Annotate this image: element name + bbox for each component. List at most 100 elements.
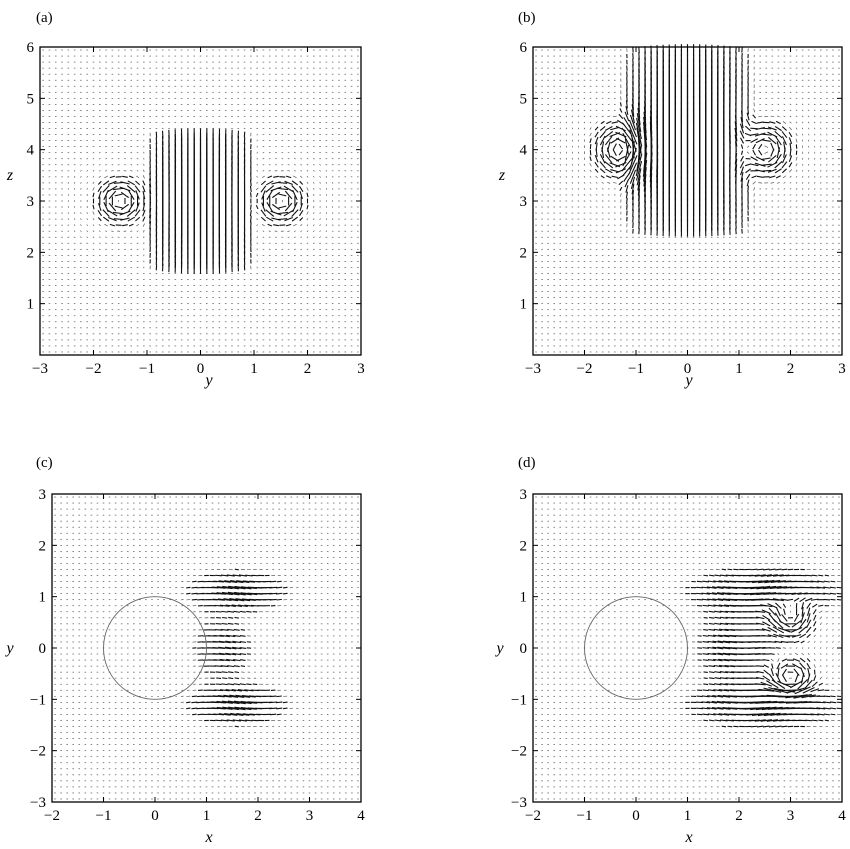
vector-arrow [149,221,152,230]
vector-arrow [739,130,745,139]
y-tick-label: 5 [27,91,35,107]
vector-arrow [262,248,265,250]
vector-arrow [739,161,745,169]
vector-arrow [801,188,804,190]
vector-arrow [255,192,259,198]
vector-arrow [80,224,82,227]
vector-arrow [92,248,95,250]
vector-arrow [135,216,141,222]
vector-arrow [92,181,95,184]
vector-arrow [300,248,303,250]
vector-arrow [783,97,786,99]
vector-arrow [306,187,309,191]
vector-arrow [589,206,592,208]
vector-arrow [758,149,763,156]
vector-arrow [86,236,89,239]
vector-arrow [105,164,107,166]
vector-arrow [619,186,623,191]
vector-arrow [770,142,775,151]
vector-arrow [624,111,630,122]
vector-arrow [262,170,265,172]
vector-arrow [108,190,117,200]
vector-arrow [293,230,296,232]
vector-arrow [795,200,798,202]
vector-arrow [583,121,586,124]
vector-arrow [119,210,131,216]
vector-arrow [589,194,592,196]
vector-arrow [754,162,766,167]
vector-arrow [595,97,598,99]
vector-arrow [628,119,638,138]
vector-arrow [751,175,757,179]
vector-arrow [594,131,599,138]
vector-arrow [98,170,101,172]
vector-arrow [635,122,643,147]
vector-arrow [615,125,626,132]
vector-arrow [142,202,146,212]
vector-arrow [795,103,798,106]
vector-arrow [589,200,592,202]
vector-arrow [319,188,321,190]
vector-arrow [261,202,266,212]
vector-arrow [740,155,744,162]
vector-arrow [761,169,772,172]
vector-arrow [273,224,279,227]
vector-arrow [583,163,586,166]
vector-arrow [73,182,76,184]
panel-label: (b) [518,10,536,26]
vector-arrow [624,144,630,161]
vector-arrow [127,189,135,200]
vector-arrow [740,166,745,176]
vector-arrow [808,133,810,136]
vector-arrow [589,182,592,184]
vector-arrow [313,224,315,226]
vector-arrow [758,115,763,118]
vector-arrow [594,161,599,168]
vector-arrow [265,185,275,193]
vector-arrow [746,151,750,154]
vector-arrow [618,113,624,119]
vector-arrow [741,177,744,188]
vector-arrow [734,134,738,147]
vector-arrow [130,170,133,172]
vector-arrow [595,206,598,208]
vector-arrow [752,149,756,156]
vector-arrow [628,155,638,175]
vector-arrow [577,115,580,118]
vector-arrow [599,126,606,132]
vector-arrow [631,190,635,200]
vector-arrow [589,138,592,144]
vector-arrow [577,103,580,106]
vector-arrow [97,217,102,222]
vector-arrow [583,157,586,160]
vector-arrow [577,175,580,178]
vector-arrow [80,175,82,178]
vector-arrow [291,180,299,186]
vector-arrow [783,141,786,152]
vector-arrow [604,135,613,146]
vector-arrow [783,188,786,190]
vector-arrow [86,224,88,226]
vector-arrow [86,188,88,190]
vector-arrow [615,168,626,174]
vector-arrow [306,230,309,232]
vector-arrow [795,127,798,130]
vector-arrow [595,103,598,106]
vector-arrow [260,185,267,193]
vector-arrow [600,175,605,179]
vector-arrow [583,97,586,100]
vector-arrow [589,143,592,150]
y-axis-label: z [498,167,506,184]
vector-arrow [745,125,752,132]
vector-arrow [583,133,586,136]
vector-arrow [783,206,786,208]
vector-arrow [73,218,76,220]
vector-arrow [801,194,804,196]
vector-arrow [795,163,798,167]
vector-arrow [114,193,123,197]
vector-arrow [636,113,642,132]
vector-arrow [594,136,599,145]
vector-arrow [127,202,135,213]
vector-arrow [571,115,574,118]
vector-arrow [770,115,775,118]
